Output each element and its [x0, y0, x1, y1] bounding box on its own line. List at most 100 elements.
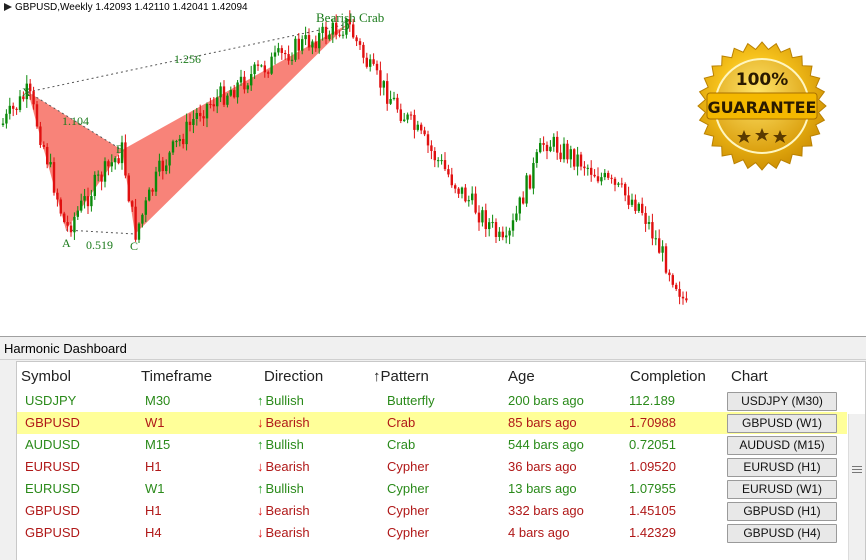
candle-body	[110, 162, 113, 167]
candle-body	[175, 141, 178, 143]
dashboard-table: Symbol Timeframe Direction ↑Pattern Age …	[16, 361, 866, 560]
candle-body	[158, 160, 161, 172]
candle-body	[56, 192, 59, 200]
symbol-cell: USDJPY	[25, 393, 77, 408]
open-chart-button[interactable]: USDJPY (M30)	[727, 392, 837, 411]
header-symbol[interactable]: Symbol	[21, 368, 72, 385]
badge-ribbon	[706, 92, 818, 120]
ratio-label-ac: 0.519	[86, 238, 113, 252]
candle-body	[294, 38, 297, 60]
candle-body	[443, 160, 447, 170]
candle-body	[267, 72, 270, 74]
candle-body	[348, 19, 351, 25]
pattern-cell: Cypher	[387, 503, 429, 518]
candle-body	[331, 22, 334, 35]
completion-cell: 1.42329	[629, 525, 676, 540]
candle-body	[396, 97, 399, 110]
candle-body	[654, 238, 657, 240]
header-completion[interactable]: Completion	[630, 368, 706, 385]
chart-info-text: GBPUSD,Weekly 1.42093 1.42110 1.42041 1.…	[15, 2, 248, 13]
candle-body	[559, 152, 562, 160]
candle-body	[178, 138, 181, 142]
candle-body	[311, 41, 314, 48]
vertical-scrollbar[interactable]	[848, 414, 865, 560]
pattern-xb-line	[27, 91, 123, 151]
candle-body	[607, 172, 610, 178]
age-cell: 544 bars ago	[508, 437, 584, 452]
open-chart-button[interactable]: GBPUSD (H4)	[727, 524, 837, 543]
candle-body	[369, 59, 372, 67]
candle-body	[556, 136, 559, 153]
candle-body	[579, 154, 583, 167]
badge-line1: 100%	[736, 70, 789, 90]
candle-body	[593, 174, 596, 177]
candle-body	[569, 149, 572, 160]
candle-body	[494, 222, 498, 237]
candle-body	[355, 37, 358, 42]
candle-body	[532, 162, 535, 189]
timeframe-cell: H1	[145, 459, 162, 474]
direction-text: Bearish	[265, 415, 310, 430]
dashboard-rows: USDJPY M30 ↑ Bullish Butterfly 200 bars ago 11…	[17, 390, 847, 544]
candle-body	[314, 41, 317, 49]
scroll-thumb[interactable]	[851, 464, 863, 478]
header-timeframe[interactable]: Timeframe	[141, 368, 213, 385]
candle-body	[586, 167, 589, 169]
header-chart[interactable]: Chart	[731, 368, 768, 385]
candle-body	[131, 201, 134, 207]
candle-body	[263, 65, 266, 73]
candle-body	[209, 104, 212, 106]
candle-body	[273, 52, 277, 57]
candle-body	[154, 171, 158, 192]
table-row[interactable]: EURUSD H1 ↓ Bearish Cypher 36 bars ago 1.09520…	[17, 456, 847, 478]
candle-body	[205, 104, 209, 119]
guarantee-badge: 100% GUARANTEE	[697, 41, 827, 171]
table-row[interactable]: GBPUSD W1 ↓ Bearish Crab 85 bars ago 1.70988 GB…	[17, 412, 847, 434]
candle-body	[97, 174, 100, 176]
symbol-cell: EURUSD	[25, 481, 80, 496]
table-row[interactable]: GBPUSD H4 ↓ Bearish Cypher 4 bars ago 1.42329 G…	[17, 522, 847, 544]
arrow-down-icon: ↓	[257, 525, 264, 540]
candle-body	[372, 59, 375, 64]
candle-body	[416, 124, 419, 130]
candle-body	[392, 97, 396, 100]
candle-body	[596, 176, 600, 182]
age-cell: 36 bars ago	[508, 459, 577, 474]
candle-body	[386, 81, 389, 104]
candle-body	[515, 213, 518, 221]
table-row[interactable]: GBPUSD H1 ↓ Bearish Cypher 332 bars ago 1.4510…	[17, 500, 847, 522]
timeframe-cell: H4	[145, 525, 162, 540]
candle-body	[134, 206, 137, 240]
candle-body	[107, 161, 110, 167]
candle-body	[192, 118, 195, 125]
open-chart-button[interactable]: GBPUSD (W1)	[727, 414, 837, 433]
candle-body	[137, 223, 141, 240]
candle-body	[321, 26, 324, 33]
candle-body	[413, 114, 416, 130]
open-chart-button[interactable]: EURUSD (H1)	[727, 458, 837, 477]
candle-body	[22, 96, 25, 100]
table-row[interactable]: AUDUSD M15 ↑ Bullish Crab 544 bars ago 0.72051…	[17, 434, 847, 456]
table-row[interactable]: USDJPY M30 ↑ Bullish Butterfly 200 bars ago 11…	[17, 390, 847, 412]
table-row[interactable]: EURUSD W1 ↑ Bullish Cypher 13 bars ago 1.07955…	[17, 478, 847, 500]
candle-body	[239, 76, 243, 83]
direction-cell: ↑ Bullish	[257, 437, 304, 452]
candle-body	[86, 196, 90, 207]
candle-body	[216, 97, 219, 107]
candle-body	[450, 174, 453, 186]
candle-body	[508, 230, 511, 236]
header-age[interactable]: Age	[508, 368, 535, 385]
header-direction[interactable]: Direction	[264, 368, 324, 385]
candle-body	[171, 141, 175, 153]
pattern-name-label: Bearish Crab	[316, 10, 384, 25]
candle-body	[18, 96, 22, 110]
candle-body	[318, 32, 321, 49]
open-chart-button[interactable]: EURUSD (W1)	[727, 480, 837, 499]
candle-body	[477, 212, 481, 223]
arrow-up-icon: ↑	[257, 437, 264, 452]
open-chart-button[interactable]: AUDUSD (M15)	[727, 436, 837, 455]
open-chart-button[interactable]: GBPUSD (H1)	[727, 502, 837, 521]
candle-body	[151, 189, 154, 192]
header-pattern[interactable]: ↑Pattern	[373, 368, 429, 385]
candle-body	[236, 82, 239, 98]
